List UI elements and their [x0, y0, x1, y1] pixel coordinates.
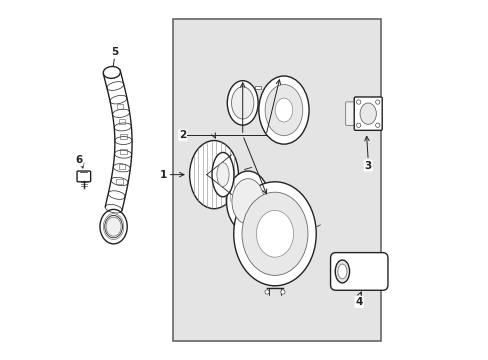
FancyBboxPatch shape [345, 102, 356, 125]
Ellipse shape [233, 182, 316, 286]
Ellipse shape [212, 153, 233, 197]
Ellipse shape [104, 215, 122, 238]
Ellipse shape [231, 87, 253, 119]
Circle shape [280, 290, 285, 294]
Ellipse shape [231, 179, 264, 224]
Circle shape [356, 100, 360, 104]
Text: 5: 5 [111, 46, 118, 57]
Ellipse shape [227, 81, 258, 125]
Text: 6: 6 [75, 155, 82, 165]
Text: 4: 4 [355, 297, 362, 307]
Text: 3: 3 [364, 161, 371, 171]
Circle shape [375, 123, 379, 127]
Circle shape [264, 290, 269, 294]
Ellipse shape [264, 85, 302, 136]
Ellipse shape [337, 264, 346, 279]
FancyBboxPatch shape [353, 97, 382, 130]
Circle shape [375, 100, 379, 104]
Ellipse shape [226, 171, 269, 232]
Ellipse shape [359, 103, 376, 124]
Ellipse shape [258, 76, 308, 144]
Circle shape [356, 123, 360, 127]
Ellipse shape [189, 140, 238, 209]
Bar [255, 86, 261, 89]
Ellipse shape [335, 260, 349, 283]
Ellipse shape [100, 210, 127, 244]
Ellipse shape [256, 210, 293, 257]
FancyBboxPatch shape [77, 171, 90, 182]
Ellipse shape [242, 192, 307, 275]
Bar [172, 19, 380, 341]
Ellipse shape [217, 163, 228, 186]
Text: 1: 1 [160, 170, 167, 180]
Ellipse shape [103, 67, 120, 78]
Text: 2: 2 [179, 130, 186, 140]
Ellipse shape [275, 98, 292, 122]
FancyBboxPatch shape [330, 253, 387, 290]
